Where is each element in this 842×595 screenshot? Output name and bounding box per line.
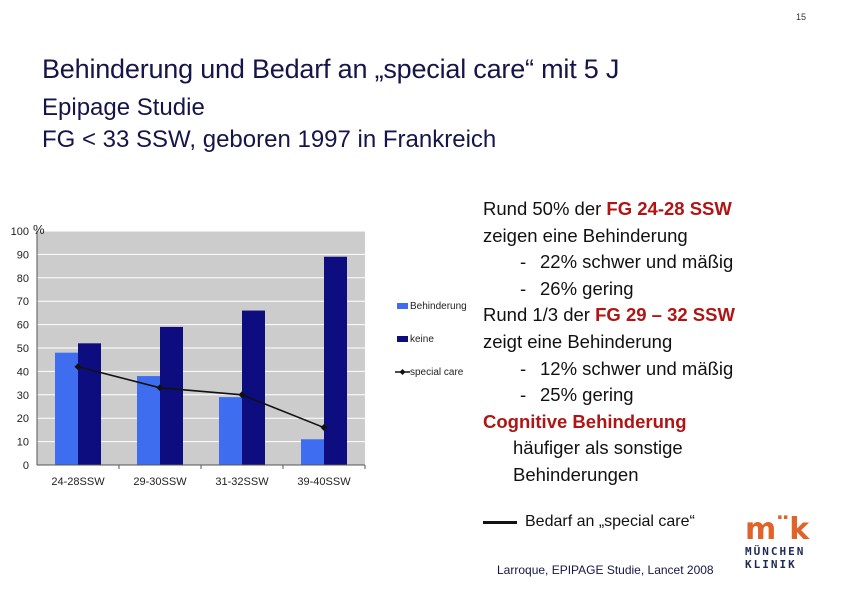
- bar-marks: [55, 256, 347, 465]
- x-tick-label-39-40SSW: 39-40SSW: [297, 476, 351, 488]
- y-tick-label-90: 90: [17, 249, 29, 261]
- point-special care-31-32SSW: [238, 391, 246, 399]
- note-text: Rund 50% der: [483, 198, 607, 219]
- x-tick-label-24-28SSW: 24-28SSW: [51, 476, 105, 488]
- point-special care-39-40SSW: [320, 424, 328, 432]
- logo-mark: m¨k: [745, 512, 809, 547]
- bar-Behinderung-31-32SSW: [219, 397, 242, 465]
- note-line-10: häufiger als sonstige: [513, 437, 683, 459]
- x-tick-label-31-32SSW: 31-32SSW: [215, 476, 269, 488]
- chart-legend: Behinderung keine special care: [395, 301, 467, 378]
- legend-swatch-keine: [397, 336, 408, 342]
- note-text: 25% gering: [540, 384, 634, 406]
- bar-chart: 0 10 20 30 40 50 60 70 80 90 100 24-28SSW 29-30SSW 31…: [11, 222, 467, 488]
- note-text: Rund 1/3 der: [483, 304, 596, 326]
- bar-Behinderung-39-40SSW: [301, 439, 324, 465]
- slide-subtitle-study: Epipage Studie: [42, 94, 205, 121]
- y-tick-label-70: 70: [17, 296, 29, 308]
- note-line-2: zeigen eine Behinderung: [483, 224, 688, 246]
- y-tick-label-30: 30: [17, 390, 29, 402]
- legend-label-special care: special care: [410, 367, 464, 378]
- y-tick-label-10: 10: [17, 437, 29, 449]
- note-line-5: Rund 1/3 der FG 29 – 32 SSW: [483, 302, 803, 329]
- note-line-1: Rund 50% der FG 24-28 SSW: [483, 196, 803, 223]
- point-special care-29-30SSW: [156, 384, 164, 392]
- special-care-line-legend: Bedarf an „special care“: [483, 513, 695, 531]
- bar-Behinderung-29-30SSW: [137, 376, 160, 465]
- legend-label-Behinderung: Behinderung: [410, 301, 467, 312]
- bar-keine-24-28SSW: [78, 343, 101, 465]
- y-tick-label-20: 20: [17, 413, 29, 425]
- findings-notes: Rund 50% der FG 24-28 SSW zeigen eine Be…: [483, 196, 803, 489]
- logo-text-muenchen: MÜNCHEN: [745, 545, 806, 558]
- note-line-8: -25% gering: [483, 382, 803, 409]
- note-text: 12% schwer und mäßig: [540, 357, 734, 379]
- legend-label-keine: keine: [410, 334, 434, 345]
- bar-keine-29-30SSW: [160, 326, 183, 465]
- legend-swatch-Behinderung: [397, 303, 408, 309]
- note-line-11: Behinderungen: [513, 463, 639, 485]
- note-text: 22% schwer und mäßig: [540, 251, 734, 273]
- note-highlight-fg-24-28: FG 24-28 SSW: [606, 198, 732, 219]
- y-tick-label-60: 60: [17, 320, 29, 332]
- y-tick-label-40: 40: [17, 366, 29, 378]
- legend-marker-special care: [399, 369, 406, 375]
- page-number: 15: [795, 12, 806, 22]
- axes: 0 10 20 30 40 50 60 70 80 90 100 24-28SSW 29-30SSW 31…: [11, 226, 366, 488]
- slide-title: Behinderung und Bedarf an „special care“…: [42, 54, 620, 84]
- bullet-dash: -: [520, 277, 527, 299]
- bullet-dash: -: [520, 384, 527, 406]
- line-swatch: [483, 520, 517, 524]
- logo-text-klinik: KLINIK: [745, 558, 797, 571]
- note-line-6: zeigt eine Behinderung: [483, 330, 673, 352]
- y-tick-label-80: 80: [17, 273, 29, 285]
- bullet-dash: -: [520, 251, 527, 273]
- note-line-4: -26% gering: [483, 276, 803, 303]
- note-line-7: -12% schwer und mäßig: [483, 356, 803, 383]
- note-line-3: -22% schwer und mäßig: [483, 249, 803, 276]
- note-highlight-fg-29-32: FG 29 – 32 SSW: [595, 304, 735, 326]
- y-tick-label-100: 100: [11, 226, 29, 238]
- note-text: 26% gering: [540, 277, 634, 299]
- point-special care-24-28SSW: [74, 363, 82, 371]
- y-axis-label: %: [33, 222, 45, 237]
- x-tick-label-29-30SSW: 29-30SSW: [133, 476, 187, 488]
- muenchen-klinik-logo: m¨k MÜNCHEN KLINIK: [745, 515, 815, 577]
- bullet-dash: -: [520, 357, 527, 379]
- y-tick-label-50: 50: [17, 343, 29, 355]
- source-citation: Larroque, EPIPAGE Studie, Lancet 2008: [497, 563, 714, 577]
- y-tick-label-0: 0: [23, 460, 29, 472]
- slide-subtitle-cohort: FG < 33 SSW, geboren 1997 in Frankreich: [42, 126, 497, 153]
- bar-Behinderung-24-28SSW: [55, 352, 78, 465]
- line-special care: [77, 365, 325, 429]
- bar-keine-31-32SSW: [242, 310, 265, 465]
- bar-keine-39-40SSW: [324, 256, 347, 465]
- note-line-9: Cognitive Behinderung: [483, 410, 687, 432]
- special-care-legend-label: Bedarf an „special care“: [525, 513, 695, 530]
- line-series: [74, 363, 328, 432]
